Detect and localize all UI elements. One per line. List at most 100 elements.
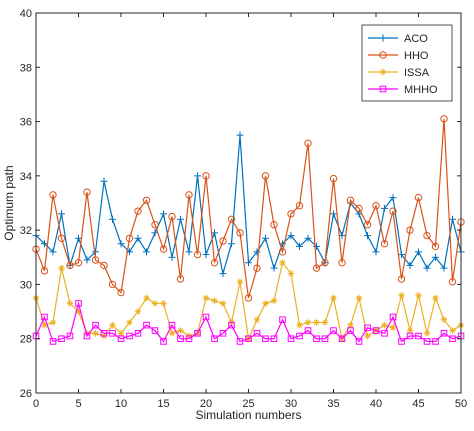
data-point-mhho: [117, 335, 125, 343]
data-point-hho: [219, 237, 227, 245]
data-point-issa: [151, 300, 159, 307]
y-tick-label: 40: [20, 8, 32, 20]
data-point-mhho: [109, 329, 116, 337]
y-tick-label: 26: [20, 388, 32, 400]
data-point-hho: [278, 248, 287, 256]
data-point-hho: [389, 207, 397, 215]
x-tick-label: 35: [327, 398, 339, 410]
data-point-mhho: [41, 313, 48, 321]
data-point-hho: [270, 221, 278, 229]
data-point-issa: [389, 324, 397, 332]
data-point-mhho: [355, 338, 363, 345]
data-point-hho: [108, 280, 117, 289]
data-point-mhho: [126, 332, 133, 340]
data-point-issa: [58, 264, 65, 272]
data-point-issa: [202, 294, 210, 302]
data-point-mhho: [296, 332, 303, 340]
data-point-hho: [244, 294, 253, 302]
data-point-hho: [321, 259, 329, 267]
data-point-hho: [448, 278, 457, 286]
data-point-mhho: [92, 321, 99, 329]
data-point-aco: [41, 240, 48, 248]
data-point-hho: [227, 215, 236, 223]
data-point-mhho: [262, 335, 269, 343]
data-point-hho: [261, 172, 270, 180]
data-point-mhho: [253, 329, 261, 337]
data-point-issa: [168, 330, 176, 337]
ticks-layer: 0 5 10 15 20 25 30 35 40 45 50 26 28 30 32 34 36 38 40: [20, 8, 467, 410]
data-point-aco: [364, 232, 371, 240]
data-point-issa: [398, 292, 405, 299]
legend-item-issa: ISSA: [368, 67, 430, 79]
data-point-hho: [176, 275, 185, 283]
y-tick-label: 34: [20, 171, 32, 183]
data-point-mhho: [330, 327, 337, 334]
data-point-issa: [134, 308, 142, 315]
legend-label-aco: ACO: [404, 33, 428, 45]
data-point-mhho: [270, 335, 278, 343]
legend-item-hho: HHO: [368, 50, 429, 62]
data-point-issa: [381, 321, 388, 329]
data-point-mhho: [49, 338, 57, 345]
data-point-mhho: [364, 324, 371, 332]
data-point-mhho: [389, 313, 397, 321]
series-hho: [32, 115, 465, 302]
data-point-issa: [211, 297, 218, 304]
data-point-mhho: [160, 338, 167, 345]
x-tick-label: 10: [115, 398, 127, 410]
data-point-mhho: [449, 335, 456, 343]
data-point-hho: [91, 256, 100, 264]
data-point-issa: [262, 300, 269, 307]
data-point-aco: [117, 240, 125, 248]
data-point-hho: [295, 202, 304, 210]
data-point-mhho: [177, 335, 184, 343]
data-point-hho: [57, 234, 66, 242]
data-point-aco: [228, 240, 235, 248]
x-tick-label: 40: [370, 398, 382, 410]
data-point-mhho: [202, 313, 210, 321]
data-point-aco: [168, 253, 176, 261]
data-point-hho: [159, 245, 168, 253]
data-point-hho: [74, 259, 83, 267]
legend-marker-issa: [379, 68, 387, 76]
data-point-issa: [330, 294, 337, 302]
data-point-issa: [423, 330, 431, 337]
data-point-mhho: [313, 335, 320, 343]
data-point-hho: [193, 250, 202, 259]
data-point-issa: [432, 294, 439, 302]
data-point-mhho: [168, 321, 176, 329]
data-point-hho: [49, 191, 57, 199]
data-point-hho: [346, 196, 355, 204]
data-point-hho: [202, 172, 210, 180]
data-point-aco: [143, 248, 150, 256]
data-point-mhho: [415, 332, 422, 340]
data-point-issa: [355, 294, 363, 302]
data-point-issa: [296, 321, 303, 329]
y-tick-label: 36: [20, 117, 32, 129]
data-point-mhho: [211, 335, 218, 343]
data-point-aco: [202, 251, 210, 259]
data-point-hho: [185, 191, 193, 199]
data-point-issa: [49, 319, 57, 326]
legend-marker-hho: [379, 51, 387, 59]
data-point-aco: [245, 259, 252, 267]
data-point-issa: [270, 297, 278, 304]
data-point-hho: [304, 139, 312, 147]
data-point-hho: [40, 267, 49, 275]
data-point-mhho: [347, 327, 354, 334]
data-point-mhho: [194, 329, 201, 337]
data-point-hho: [355, 204, 363, 213]
data-point-aco: [304, 234, 312, 242]
data-point-aco: [160, 210, 167, 218]
data-point-issa: [219, 300, 227, 307]
data-point-hho: [66, 261, 74, 270]
data-point-hho: [253, 264, 261, 272]
data-point-aco: [253, 248, 261, 256]
data-point-issa: [177, 327, 184, 334]
data-point-aco: [406, 261, 414, 269]
data-point-issa: [415, 292, 422, 299]
x-tick-label: 25: [242, 398, 254, 410]
x-tick-label: 45: [412, 398, 424, 410]
data-point-issa: [321, 319, 329, 326]
data-point-aco: [262, 234, 269, 242]
